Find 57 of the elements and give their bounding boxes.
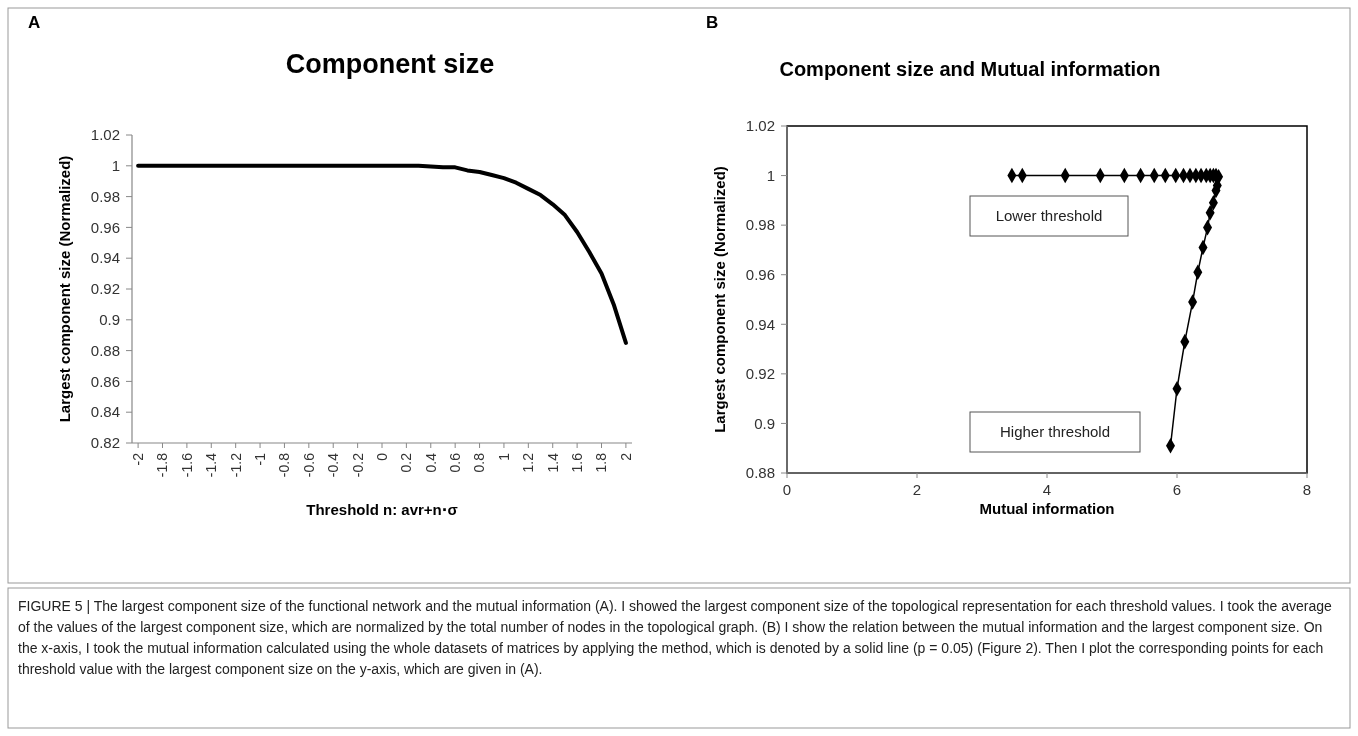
y-tick-label: 0.96	[745, 265, 775, 283]
x-tick-label: 0	[782, 481, 792, 498]
x-tick-label: 1.4	[544, 452, 561, 473]
x-tick-label: -0.4	[325, 452, 342, 478]
x-tick-label: -1.6	[178, 452, 195, 478]
x-tick-label: 8	[1302, 481, 1312, 498]
y-tick-label: 0.98	[745, 216, 775, 234]
y-tick-label: 0.94	[745, 315, 775, 333]
x-tick-label: 4	[1042, 481, 1052, 498]
x-tick-label: -0.8	[276, 452, 293, 478]
x-tick-label: -0.2	[349, 452, 366, 478]
y-tick-label: 0.96	[90, 218, 120, 236]
y-axis-title: Largest component size (Normalized)	[56, 155, 73, 423]
y-tick-label: 0.9	[754, 414, 775, 432]
x-tick-label: 1	[495, 452, 512, 461]
y-tick-label: 0.98	[90, 187, 120, 205]
chart-title: Component size and Mutual information	[779, 58, 1161, 80]
x-axis-title: Mutual information	[979, 500, 1115, 517]
x-tick-label: -1.4	[203, 452, 220, 478]
x-tick-label: 0	[373, 452, 390, 461]
y-tick-label: 0.92	[90, 280, 120, 298]
y-tick-label: 0.92	[745, 365, 775, 383]
caption: FIGURE 5 | The largest component size of the functional network and the mutual information (A). I showed the largest component size of the topological representation for each threshold values. I took the average of the values of the largest component size, which are normalized by the total number of nodes in the topological graph. (B) I show the relation between the mutual information and the largest component size. On the x-axis, I took the mutual information calculated using the whole datasets of matrices by applying the method, which is denoted by a solid line (p = 0.05) (Figure 2). Then I plot the corresponding points for each threshold value with the largest component size on the y-axis, which are given in (A).	[18, 597, 1333, 679]
x-tick-label: 1.2	[520, 452, 537, 473]
x-tick-label: 0.6	[447, 452, 464, 473]
text: B	[706, 13, 719, 32]
text: A	[28, 13, 41, 32]
y-tick-label: 0.88	[90, 341, 120, 359]
y-tick-label: 0.9	[99, 311, 120, 329]
x-tick-label: -1.8	[154, 452, 171, 478]
x-tick-label: -2	[130, 452, 146, 466]
y-tick-label: 0.88	[745, 464, 775, 482]
x-tick-label: -0.6	[300, 452, 317, 478]
y-tick-label: 0.84	[90, 403, 120, 421]
annotation: Higher threshold	[999, 423, 1111, 440]
y-tick-label: 1.02	[745, 117, 775, 135]
x-tick-label: 0.2	[398, 452, 415, 473]
x-tick-label: 0.8	[471, 452, 488, 473]
x-axis-title: Threshold n: avr+n⋅σ	[306, 501, 458, 518]
x-tick-label: -1.2	[227, 452, 244, 478]
y-tick-label: 0.86	[90, 372, 120, 390]
x-tick-label: -1	[251, 452, 268, 466]
x-tick-label: 6	[1172, 481, 1182, 498]
x-tick-label: 1.6	[569, 452, 586, 473]
x-tick-label: 0.4	[422, 452, 439, 473]
annotation: Lower threshold	[995, 207, 1103, 224]
x-tick-label: 2	[617, 452, 634, 461]
y-tick-label: 0.82	[90, 434, 120, 452]
x-tick-label: 1.8	[593, 452, 610, 473]
chart-title: Component size	[285, 49, 495, 79]
y-tick-label: 1.02	[90, 126, 120, 144]
x-tick-label: 2	[912, 481, 922, 498]
y-tick-label: 1	[111, 157, 120, 175]
y-tick-label: 1	[766, 166, 775, 184]
line-series	[136, 163, 628, 345]
y-tick-label: 0.94	[90, 249, 120, 267]
y-axis-title: Largest component size (Normalized)	[711, 166, 728, 433]
